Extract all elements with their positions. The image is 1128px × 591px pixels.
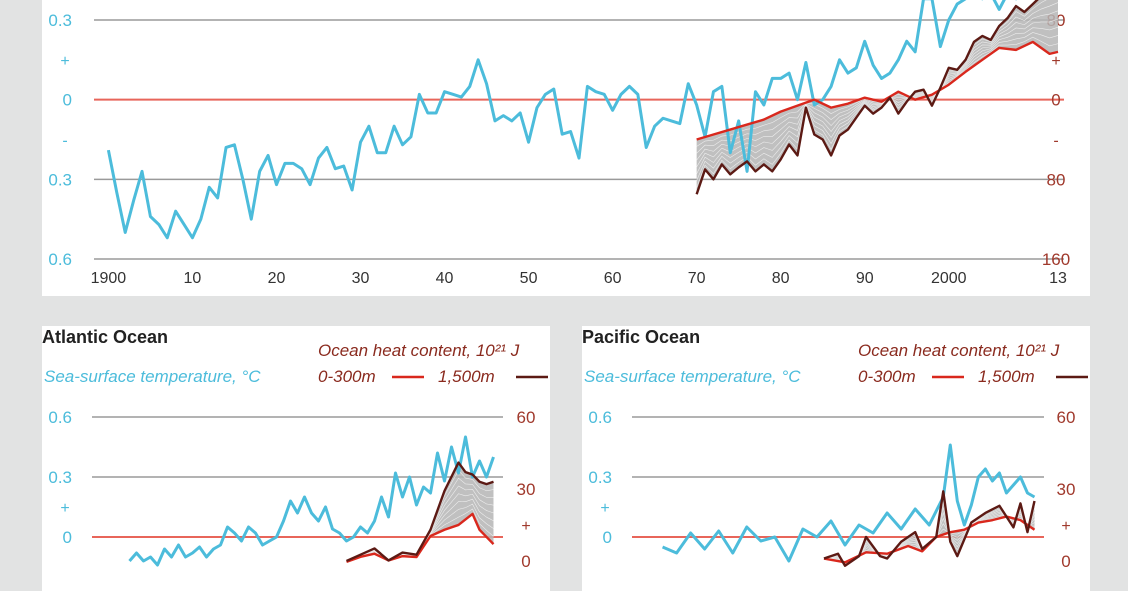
pacific-ocean-heat-content-0-300m-line [823,515,1036,564]
global-ocean-heat-content-0-1-500m-line [695,0,1039,195]
atlantic-series-lines [128,435,495,567]
atlantic-left-sign: + [60,500,69,517]
global-left-tick-label: 0.6 [48,250,72,269]
global-right-tick-label: 160 [1042,250,1070,269]
global-ohc-band-line [696,18,1059,168]
global-ohc-band-line [696,26,1059,161]
global-x-tick-label: 50 [520,270,538,287]
global-ohc-band-line [696,10,1059,174]
global-right-tick-label: 80 [1047,170,1066,189]
pacific-chart-panel: Pacific Ocean Ocean heat content, 10²¹ J… [582,326,1090,591]
pacific-legend-300m: 0-300m [858,367,916,386]
global-x-tick-label: 1900 [91,270,127,287]
pacific-left-axis: 0.6 0.3 0 + [588,408,612,547]
global-chart-panel: 0.3 0 0.3 0.6 + - 80 0 80 160 + - 1900 10 20 30 40 50 60 70… [42,0,1090,296]
atlantic-left-axis: 0.6 0.3 0 + [48,408,72,547]
pacific-title: Pacific Ocean [582,327,700,347]
atlantic-right-axis: 60 30 0 + [517,408,536,571]
atlantic-title: Atlantic Ocean [42,327,168,347]
atlantic-legend-300m: 0-300m [318,367,376,386]
pacific-series-lines [661,443,1036,567]
pacific-right-tick-label: 0 [1061,552,1070,571]
atlantic-chart-panel: Atlantic Ocean Ocean heat content, 10²¹ … [42,326,550,591]
pacific-sea-surface-temperature-line [661,443,1036,563]
global-ohc-band-fill [696,0,1058,195]
pacific-right-tick-label: 30 [1057,480,1076,499]
global-right-sign: - [1053,133,1058,150]
global-ocean-heat-content-0-300m-line [696,40,1059,141]
pacific-legend-sst: Sea-surface temperature, °C [584,367,801,386]
global-x-tick-label: 10 [184,270,202,287]
global-ohc-band-line [696,2,1059,181]
global-left-sign: + [60,53,69,70]
atlantic-legend-1500m: 1,500m [438,367,495,386]
atlantic-left-tick-label: 0 [63,528,72,547]
atlantic-sea-surface-temperature-line [128,435,495,567]
atlantic-chart: Atlantic Ocean Ocean heat content, 10²¹ … [42,327,548,571]
global-right-sign: + [1051,53,1060,70]
global-x-axis: 1900 10 20 30 40 50 60 70 80 90 2000 13 [91,270,1067,287]
pacific-left-tick-label: 0 [603,528,612,547]
pacific-right-axis: 60 30 0 + [1057,408,1076,571]
pacific-gridlines [632,416,1044,538]
global-x-tick-label: 90 [856,270,874,287]
global-x-tick-label: 60 [604,270,622,287]
pacific-left-sign: + [600,500,609,517]
pacific-legend-ohc-title: Ocean heat content, 10²¹ J [858,341,1060,360]
atlantic-legend-sst: Sea-surface temperature, °C [44,367,261,386]
global-gridlines [94,19,1064,260]
atlantic-right-sign: + [521,518,530,535]
pacific-right-tick-label: 60 [1057,408,1076,427]
global-x-tick-label: 20 [268,270,286,287]
global-series-lines [106,0,1059,240]
global-ohc-band-line [696,36,1059,147]
global-chart: 0.3 0 0.3 0.6 + - 80 0 80 160 + - 1900 10 20 30 40 50 60 70… [48,0,1070,287]
global-x-tick-label: 80 [772,270,790,287]
atlantic-ocean-heat-content-0-300m-line [346,512,495,564]
pacific-chart: Pacific Ocean Ocean heat content, 10²¹ J… [582,327,1088,571]
global-x-tick-label: 2000 [931,270,967,287]
global-x-tick-label: 13 [1049,270,1067,287]
global-ohc-band [696,0,1059,195]
pacific-legend-1500m: 1,500m [978,367,1035,386]
global-left-tick-label: 0.3 [48,170,72,189]
atlantic-ocean-heat-content-0-1-500m-line [346,461,494,563]
atlantic-right-tick-label: 60 [517,408,536,427]
atlantic-left-tick-label: 0.6 [48,408,72,427]
atlantic-left-tick-label: 0.3 [48,468,72,487]
global-right-tick-label: 0 [1051,91,1060,110]
global-x-tick-label: 70 [688,270,706,287]
global-x-tick-label: 30 [352,270,370,287]
global-x-tick-label: 40 [436,270,454,287]
pacific-left-tick-label: 0.3 [588,468,612,487]
atlantic-right-tick-label: 30 [517,480,536,499]
atlantic-legend-ohc-title: Ocean heat content, 10²¹ J [318,341,520,360]
global-left-axis: 0.3 0 0.3 0.6 + - [48,11,72,269]
pacific-left-tick-label: 0.6 [588,408,612,427]
global-left-tick-label: 0.3 [48,11,72,30]
atlantic-right-tick-label: 0 [521,552,530,571]
global-ohc-band-line [696,32,1059,154]
pacific-right-sign: + [1061,518,1070,535]
global-left-sign: - [62,133,67,150]
global-sea-surface-temperature-line [106,0,1017,240]
pacific-ocean-heat-content-0-1-500m-line [823,490,1036,567]
atlantic-ohc-band-fill [346,462,494,562]
global-left-tick-label: 0 [63,91,72,110]
